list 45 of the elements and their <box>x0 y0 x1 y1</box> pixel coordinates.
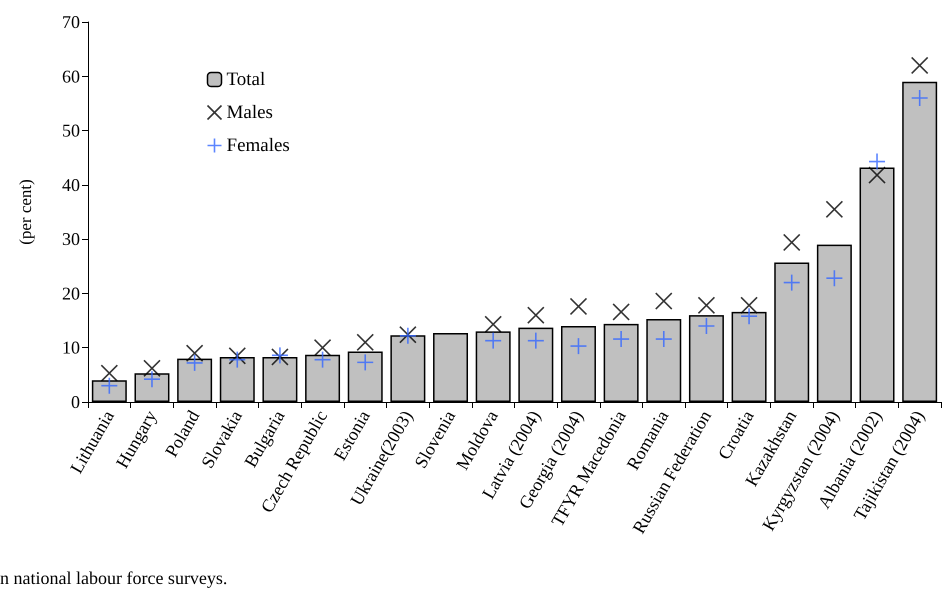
y-tick-label: 0 <box>71 392 80 412</box>
text: n national labour force surveys. <box>0 568 228 588</box>
point <box>826 269 844 288</box>
point <box>910 89 928 107</box>
point <box>186 354 204 372</box>
y-tick-label: 20 <box>62 283 80 304</box>
legend-label: Males <box>226 102 273 123</box>
y-tick-label: 10 <box>62 338 80 358</box>
point <box>782 274 801 292</box>
point <box>868 166 886 184</box>
point <box>228 347 246 365</box>
y-tick-label: 50 <box>62 120 80 141</box>
y-tick-label: 70 <box>62 12 80 32</box>
point <box>654 330 673 348</box>
point <box>740 307 758 326</box>
point <box>910 56 928 74</box>
point <box>484 316 502 334</box>
point <box>654 292 673 310</box>
point <box>527 306 545 324</box>
y-tick-label: 60 <box>62 66 80 86</box>
point <box>186 344 204 362</box>
point <box>570 298 588 316</box>
y-tick-label: 30 <box>62 229 80 250</box>
point <box>527 332 545 350</box>
legend-label: Total <box>226 69 266 90</box>
point <box>314 350 332 368</box>
point <box>314 338 332 357</box>
point <box>826 200 844 218</box>
point <box>484 332 502 350</box>
point <box>228 350 246 368</box>
point <box>740 296 758 314</box>
point <box>698 317 716 335</box>
point <box>570 337 588 355</box>
y-tick-label: 40 <box>62 174 80 195</box>
y-axis-title: (per cent) <box>16 179 35 245</box>
point <box>356 354 374 372</box>
point <box>698 296 716 314</box>
point <box>100 364 118 382</box>
point <box>782 234 801 252</box>
point <box>868 152 886 170</box>
point <box>356 333 374 352</box>
point <box>143 360 161 378</box>
point <box>612 303 630 321</box>
legend-label: Females <box>226 135 290 156</box>
point <box>612 330 630 348</box>
